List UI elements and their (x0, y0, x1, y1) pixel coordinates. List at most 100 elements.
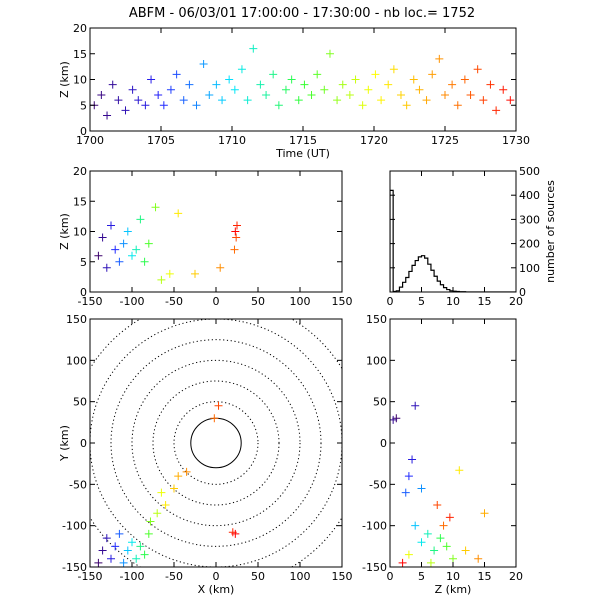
data-point (98, 233, 107, 242)
data-point (231, 529, 240, 538)
data-point (170, 484, 178, 493)
data-point (294, 96, 303, 105)
data-point (404, 550, 413, 559)
y-tick-label: 10 (73, 226, 87, 239)
x-tick-label: -50 (165, 295, 183, 308)
data-point (345, 90, 354, 99)
plot-area (94, 203, 241, 292)
data-point (119, 239, 128, 248)
data-point (408, 455, 417, 464)
data-point (216, 263, 225, 272)
y-tick-label: 100 (66, 354, 87, 367)
x-tick-label: 1700 (76, 134, 104, 147)
data-point (436, 534, 445, 543)
plot-area (90, 319, 342, 567)
x-tick-label: 100 (290, 295, 311, 308)
data-point (230, 245, 239, 254)
data-point (94, 251, 103, 260)
y-axis-label: Z (km) (58, 213, 71, 250)
x-tick-label: -150 (78, 570, 103, 583)
data-point (404, 472, 413, 481)
data-point (172, 70, 181, 79)
data-point (166, 85, 175, 94)
data-point (287, 75, 296, 84)
y-tick-label: 20 (73, 22, 87, 35)
data-point (179, 96, 188, 105)
x-tick-label: -100 (120, 570, 145, 583)
y-tick-label: 100 (519, 262, 540, 275)
data-point (269, 70, 278, 79)
data-point (165, 269, 174, 278)
data-point (433, 501, 442, 509)
range-ring (173, 401, 259, 485)
data-point (364, 85, 373, 94)
data-point (398, 558, 407, 567)
data-point (233, 221, 241, 230)
data-point (157, 275, 166, 284)
range-ring (90, 319, 342, 567)
data-point (428, 70, 437, 79)
x-axis-label: Time (UT) (275, 147, 330, 160)
x-tick-label: 10 (446, 570, 460, 583)
y-tick-label: -100 (362, 520, 387, 533)
x-tick-label: 150 (332, 295, 353, 308)
range-ring (90, 319, 342, 567)
data-point (154, 90, 163, 99)
data-point (466, 90, 475, 99)
data-point (474, 554, 483, 563)
data-point (243, 96, 252, 105)
time-height-panel: 1700 1705 1710 1715 1720 1725 1730 0 5 10 15 20 Time… (58, 22, 530, 160)
data-point (231, 227, 240, 236)
data-point (128, 85, 137, 94)
data-point (320, 85, 329, 94)
data-point (441, 90, 449, 99)
x-tick-label: 0 (387, 295, 394, 308)
data-point (103, 111, 112, 120)
data-point (94, 558, 103, 567)
data-point (111, 245, 120, 254)
data-point (230, 85, 239, 94)
data-point (128, 538, 136, 547)
data-point (146, 517, 155, 526)
y-tick-label: -50 (69, 478, 87, 491)
x-tick-label: 1730 (502, 134, 530, 147)
data-point (174, 209, 183, 218)
data-point (205, 90, 214, 99)
data-point (102, 263, 111, 272)
data-point (141, 101, 150, 110)
figure-title: ABFM - 06/03/01 17:00:00 - 17:30:00 - nb… (129, 6, 475, 21)
data-point (232, 233, 241, 242)
x-tick-label: 1715 (289, 134, 317, 147)
data-point (453, 101, 462, 110)
data-point (147, 75, 156, 84)
data-point (262, 90, 271, 99)
data-point (134, 96, 143, 105)
data-point (144, 239, 153, 248)
plot-area (90, 44, 515, 120)
data-point (98, 546, 107, 555)
x-tick-label: 0 (213, 295, 220, 308)
data-point (212, 80, 221, 89)
data-point (426, 558, 435, 567)
data-point (351, 75, 360, 84)
data-point (307, 90, 316, 99)
data-point (97, 90, 106, 99)
x-tick-label: 1705 (147, 134, 175, 147)
x-tick-label: 0 (387, 570, 394, 583)
x-tick-label: 20 (509, 570, 523, 583)
x-tick-label: 10 (446, 295, 460, 308)
x-tick-label: 100 (290, 570, 311, 583)
y-tick-label: 200 (519, 238, 540, 251)
data-point (107, 221, 115, 230)
data-point (461, 546, 470, 555)
plot-area (390, 189, 516, 292)
x-tick-label: -50 (165, 570, 183, 583)
y-axis-label: Y (km) (58, 425, 71, 462)
data-point (333, 96, 342, 105)
data-point (225, 75, 234, 84)
y-tick-label: 150 (66, 313, 87, 326)
data-point (506, 96, 515, 105)
data-point (185, 80, 194, 89)
x-tick-label: -100 (120, 295, 145, 308)
